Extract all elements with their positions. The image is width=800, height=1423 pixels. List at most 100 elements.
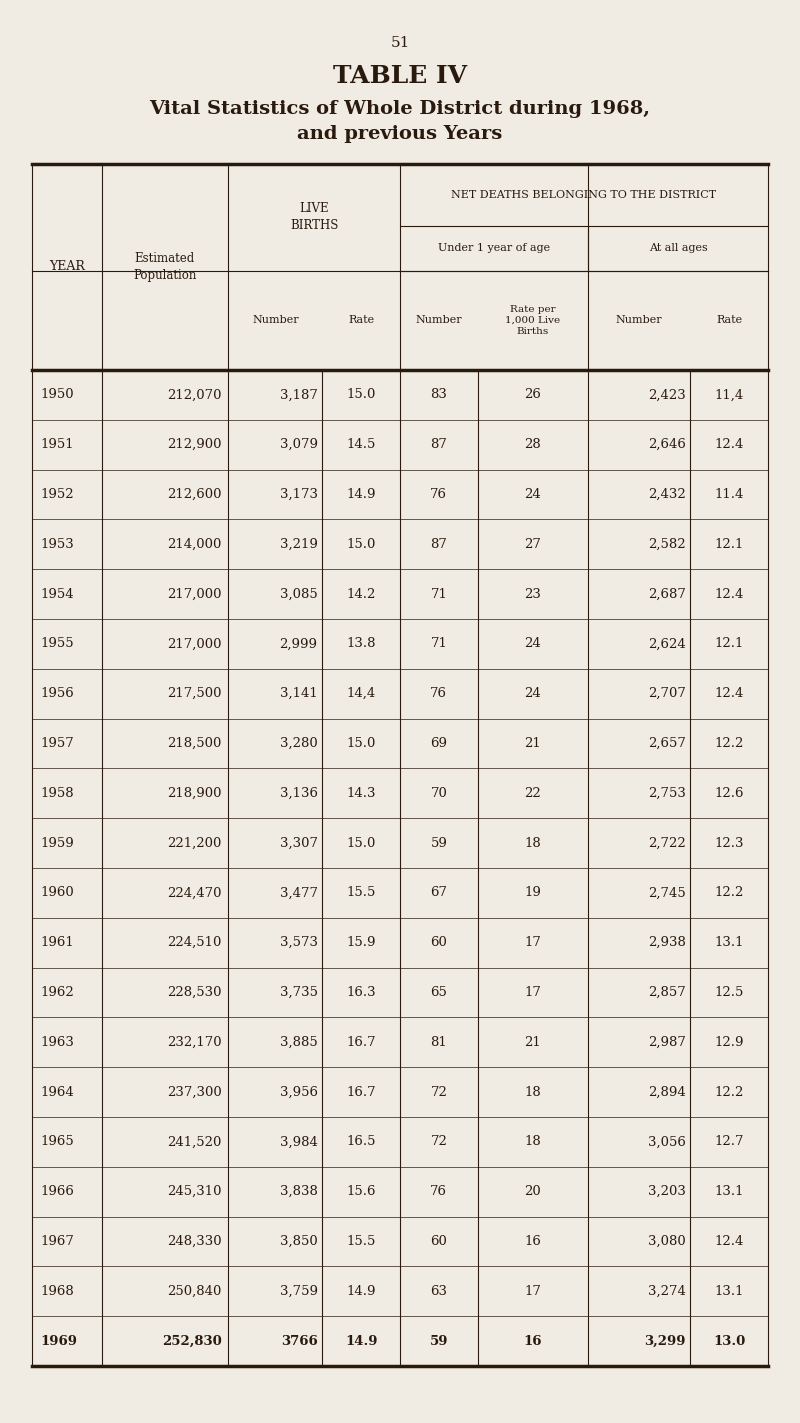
Text: 2,624: 2,624 <box>648 638 686 650</box>
Text: 2,582: 2,582 <box>648 538 686 551</box>
Text: 2,999: 2,999 <box>279 638 318 650</box>
Text: 16.3: 16.3 <box>346 986 376 999</box>
Text: 1957: 1957 <box>40 737 74 750</box>
Text: 13.0: 13.0 <box>713 1335 746 1348</box>
Text: 3,056: 3,056 <box>648 1136 686 1148</box>
Text: 23: 23 <box>525 588 542 601</box>
Text: 212,600: 212,600 <box>167 488 222 501</box>
Text: 3,203: 3,203 <box>648 1185 686 1198</box>
Text: 2,657: 2,657 <box>648 737 686 750</box>
Text: 12.4: 12.4 <box>714 438 744 451</box>
Text: 27: 27 <box>525 538 542 551</box>
Text: 12.5: 12.5 <box>714 986 744 999</box>
Text: 1951: 1951 <box>40 438 74 451</box>
Text: 16: 16 <box>525 1235 542 1248</box>
Text: 1965: 1965 <box>40 1136 74 1148</box>
Text: 70: 70 <box>430 787 447 800</box>
Text: 51: 51 <box>390 36 410 50</box>
Text: 3,885: 3,885 <box>280 1036 318 1049</box>
Text: 1962: 1962 <box>40 986 74 999</box>
Text: 87: 87 <box>430 438 447 451</box>
Text: 20: 20 <box>525 1185 542 1198</box>
Text: 3,079: 3,079 <box>279 438 318 451</box>
Text: 217,500: 217,500 <box>167 687 222 700</box>
Text: 18: 18 <box>525 837 542 850</box>
Text: Estimated
Population: Estimated Population <box>134 252 197 282</box>
Text: 71: 71 <box>430 638 447 650</box>
Text: 3,274: 3,274 <box>648 1285 686 1298</box>
Text: 2,646: 2,646 <box>648 438 686 451</box>
Text: TABLE IV: TABLE IV <box>333 64 467 88</box>
Text: 228,530: 228,530 <box>167 986 222 999</box>
Text: 3,219: 3,219 <box>280 538 318 551</box>
Text: 1959: 1959 <box>40 837 74 850</box>
Text: 15.0: 15.0 <box>346 538 376 551</box>
Text: 15.0: 15.0 <box>346 737 376 750</box>
Text: 60: 60 <box>430 936 447 949</box>
Text: 212,900: 212,900 <box>167 438 222 451</box>
Text: 69: 69 <box>430 737 447 750</box>
Text: 15.6: 15.6 <box>346 1185 376 1198</box>
Text: 16.7: 16.7 <box>346 1036 376 1049</box>
Text: 63: 63 <box>430 1285 447 1298</box>
Text: 1969: 1969 <box>40 1335 77 1348</box>
Text: 14.9: 14.9 <box>346 1285 376 1298</box>
Text: 14,4: 14,4 <box>346 687 376 700</box>
Text: 224,510: 224,510 <box>167 936 222 949</box>
Text: 14.5: 14.5 <box>346 438 376 451</box>
Text: Number: Number <box>252 316 298 326</box>
Text: 12.7: 12.7 <box>714 1136 744 1148</box>
Text: 12.2: 12.2 <box>714 1086 744 1099</box>
Text: LIVE
BIRTHS: LIVE BIRTHS <box>290 202 338 232</box>
Text: 1961: 1961 <box>40 936 74 949</box>
Text: 81: 81 <box>430 1036 447 1049</box>
Text: 3,173: 3,173 <box>279 488 318 501</box>
Text: Under 1 year of age: Under 1 year of age <box>438 243 550 253</box>
Text: 22: 22 <box>525 787 542 800</box>
Text: At all ages: At all ages <box>649 243 707 253</box>
Text: 232,170: 232,170 <box>167 1036 222 1049</box>
Text: 12.6: 12.6 <box>714 787 744 800</box>
Text: 26: 26 <box>525 388 542 401</box>
Text: 17: 17 <box>525 986 542 999</box>
Text: 12.4: 12.4 <box>714 1235 744 1248</box>
Text: 13.1: 13.1 <box>714 936 744 949</box>
Text: 1958: 1958 <box>40 787 74 800</box>
Text: 3,085: 3,085 <box>280 588 318 601</box>
Text: Rate per
1,000 Live
Births: Rate per 1,000 Live Births <box>506 305 561 336</box>
Text: 14.3: 14.3 <box>346 787 376 800</box>
Text: 3,984: 3,984 <box>280 1136 318 1148</box>
Text: 2,432: 2,432 <box>648 488 686 501</box>
Text: 217,000: 217,000 <box>167 638 222 650</box>
Text: 12.2: 12.2 <box>714 887 744 899</box>
Text: 1956: 1956 <box>40 687 74 700</box>
Text: 2,722: 2,722 <box>648 837 686 850</box>
Text: 3,280: 3,280 <box>280 737 318 750</box>
Text: 67: 67 <box>430 887 447 899</box>
Text: 59: 59 <box>430 837 447 850</box>
Text: 24: 24 <box>525 638 542 650</box>
Text: 2,938: 2,938 <box>648 936 686 949</box>
Text: 24: 24 <box>525 488 542 501</box>
Text: 12.4: 12.4 <box>714 687 744 700</box>
Text: 3,080: 3,080 <box>648 1235 686 1248</box>
Text: 12.4: 12.4 <box>714 588 744 601</box>
Text: 248,330: 248,330 <box>167 1235 222 1248</box>
Text: 15.5: 15.5 <box>346 1235 376 1248</box>
Text: Number: Number <box>616 316 662 326</box>
Text: 245,310: 245,310 <box>167 1185 222 1198</box>
Text: 1966: 1966 <box>40 1185 74 1198</box>
Text: 1955: 1955 <box>40 638 74 650</box>
Text: 72: 72 <box>430 1136 447 1148</box>
Text: 13.1: 13.1 <box>714 1185 744 1198</box>
Text: 21: 21 <box>525 1036 542 1049</box>
Text: 212,070: 212,070 <box>167 388 222 401</box>
Text: 12.9: 12.9 <box>714 1036 744 1049</box>
Text: 1950: 1950 <box>40 388 74 401</box>
Text: 218,900: 218,900 <box>167 787 222 800</box>
Text: 1953: 1953 <box>40 538 74 551</box>
Text: 2,687: 2,687 <box>648 588 686 601</box>
Text: 3,141: 3,141 <box>280 687 318 700</box>
Text: 1960: 1960 <box>40 887 74 899</box>
Text: 3,838: 3,838 <box>280 1185 318 1198</box>
